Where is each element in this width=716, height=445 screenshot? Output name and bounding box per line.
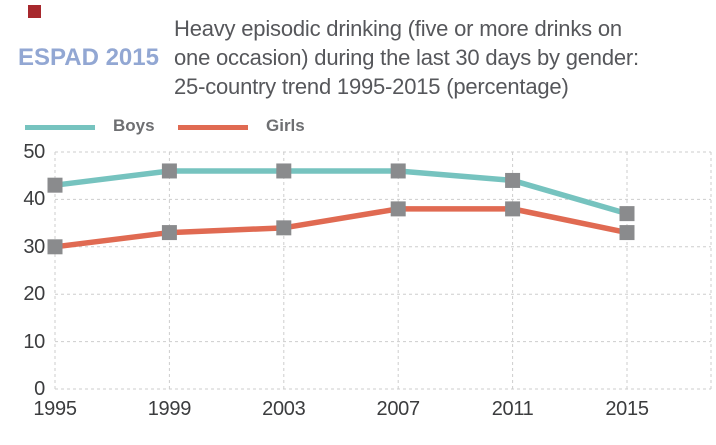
legend-label-girls: Girls <box>266 116 305 135</box>
x-axis-tick-label: 2015 <box>605 398 649 420</box>
data-point-marker <box>276 163 292 179</box>
data-point-marker <box>619 206 635 222</box>
data-point-marker <box>505 201 521 217</box>
y-axis-tick-label: 20 <box>23 283 45 306</box>
data-point-marker <box>47 177 63 193</box>
y-axis-tick-label: 30 <box>23 235 45 258</box>
data-point-marker <box>161 225 177 241</box>
x-axis-tick-label: 2003 <box>262 398 306 420</box>
x-axis-tick-label: 1999 <box>147 398 192 420</box>
data-point-marker <box>390 163 406 179</box>
data-point-marker <box>161 163 177 179</box>
series-line-boys <box>54 168 628 217</box>
espad-wordmark: ESPAD 2015 <box>18 44 159 71</box>
y-axis-tick-label: 40 <box>23 188 45 211</box>
legend-swatch-girls <box>178 125 248 130</box>
x-axis-tick-label: 1995 <box>33 398 77 420</box>
series-line-girls <box>54 206 628 250</box>
legend-swatch-boys <box>25 125 95 130</box>
data-point-marker <box>276 220 292 236</box>
y-axis-tick-label: 10 <box>23 330 45 353</box>
espad-logo-square <box>28 5 41 18</box>
y-axis-tick-label: 50 <box>23 141 45 163</box>
data-point-marker <box>505 172 521 188</box>
x-axis-tick-label: 2011 <box>491 398 534 420</box>
data-point-marker <box>619 225 635 241</box>
chart-title: Heavy episodic drinking (five or more dr… <box>174 16 639 99</box>
y-axis-tick-label: 0 <box>34 378 45 400</box>
x-axis-tick-label: 2007 <box>376 398 421 420</box>
legend-label-boys: Boys <box>113 116 155 135</box>
data-point-marker <box>47 239 63 255</box>
data-point-marker <box>390 201 406 217</box>
